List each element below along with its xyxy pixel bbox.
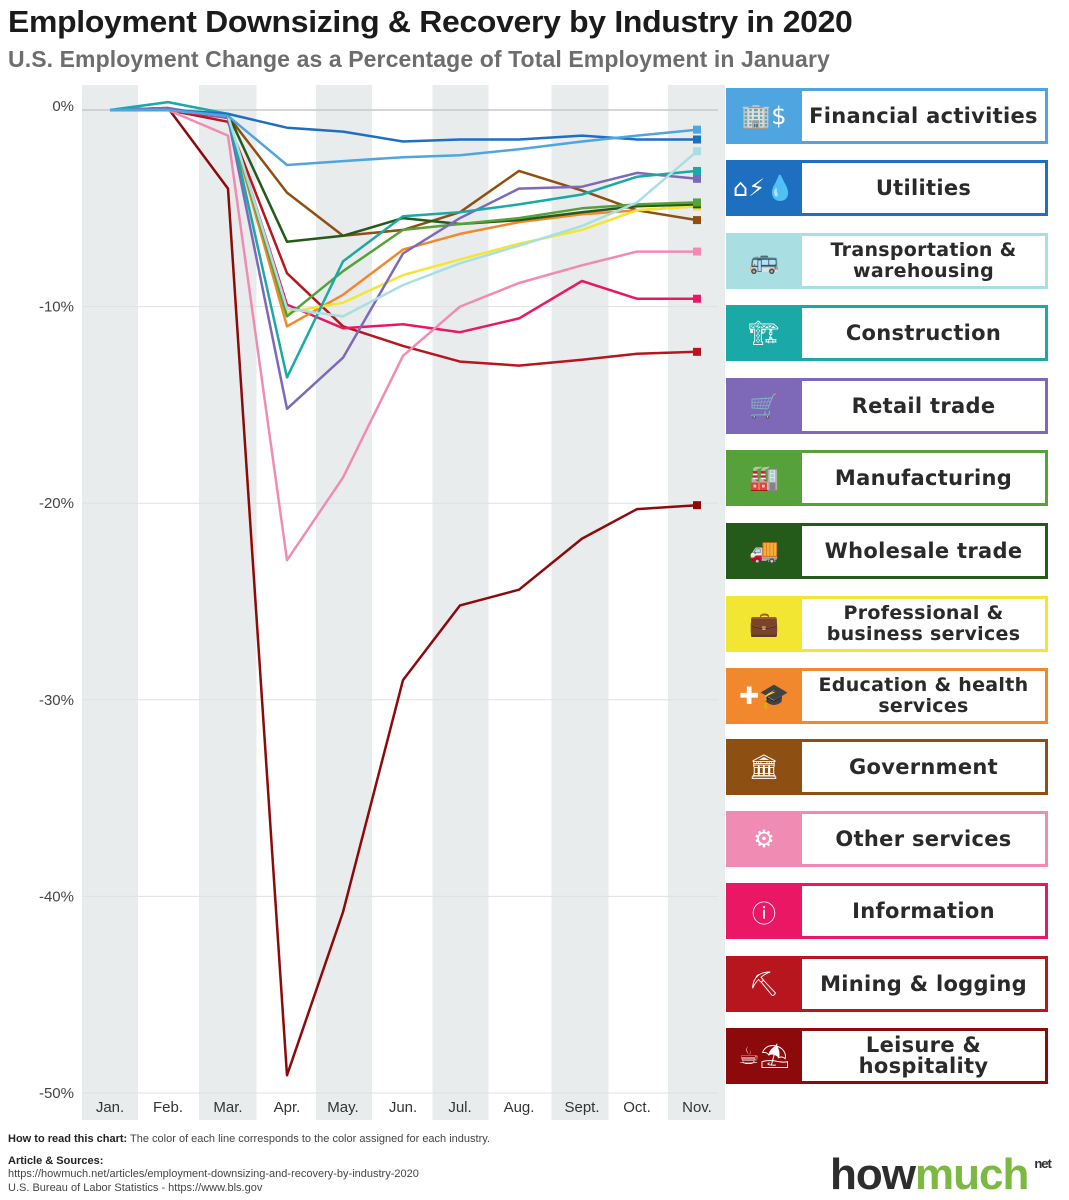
series-end-marker xyxy=(693,347,701,356)
y-tick-label: -20% xyxy=(39,495,74,512)
chart-subtitle: U.S. Employment Change as a Percentage o… xyxy=(8,46,830,72)
x-tick-label: Sept. xyxy=(564,1099,599,1116)
legend-item: ⓘ Information xyxy=(726,883,1048,939)
source-link-article[interactable]: https://howmuch.net/articles/employment-… xyxy=(8,1168,419,1180)
legend-item: ☕⛱ Leisure & hospitality xyxy=(726,1028,1048,1084)
series-end-marker xyxy=(693,135,701,144)
legend-label: Utilities xyxy=(802,163,1045,213)
series-line-construction xyxy=(109,100,698,379)
y-tick-label: -40% xyxy=(39,888,74,905)
x-tick-label: Jun. xyxy=(389,1099,417,1116)
series-end-marker xyxy=(693,198,701,207)
house-utilities-icon: ⌂⚡💧 xyxy=(733,174,795,202)
legend-label: Manufacturing xyxy=(802,453,1045,503)
x-tick-label: May. xyxy=(327,1099,358,1116)
ore-logs-icon: ⛏ xyxy=(748,970,780,998)
legend-label: Education & health services xyxy=(802,671,1045,721)
x-tick-label: Feb. xyxy=(153,1099,183,1116)
legend-item: ⌂⚡💧 Utilities xyxy=(726,160,1048,216)
howmuch-logo: howmuch net xyxy=(830,1150,1052,1199)
month-band xyxy=(668,85,725,1120)
legend-item: 🚌 Transportation & warehousing xyxy=(726,233,1048,289)
series-end-marker xyxy=(693,174,701,183)
how-to-read-note: How to read this chart: The color of eac… xyxy=(8,1133,490,1145)
x-tick-label: Oct. xyxy=(623,1099,651,1116)
legend-item: 🏛 Government xyxy=(726,739,1048,795)
delivery-truck-icon: 🚚 xyxy=(749,537,779,565)
shopping-cart-icon: 🛒 xyxy=(749,392,779,420)
legend-item: 🏭 Manufacturing xyxy=(726,450,1048,506)
series-line-mining-logging xyxy=(110,108,698,367)
coffee-beach-icon: ☕⛱ xyxy=(738,1042,790,1070)
legend-label: Retail trade xyxy=(802,381,1045,431)
legend-label: Information xyxy=(802,886,1045,936)
series-end-marker xyxy=(693,147,701,156)
series-line-other-services xyxy=(110,108,697,562)
sources-label: Article & Sources: xyxy=(8,1155,104,1167)
series-line-financial-activities xyxy=(110,108,698,167)
legend-label: Government xyxy=(802,742,1045,792)
series-line-leisure-hospitality xyxy=(109,106,698,1077)
how-to-read-label: How to read this chart: xyxy=(8,1133,128,1145)
month-band xyxy=(551,85,609,1120)
legend-item: 🛒 Retail trade xyxy=(726,378,1048,434)
y-tick-label: -50% xyxy=(39,1085,74,1102)
x-tick-label: Nov. xyxy=(682,1099,712,1116)
series-end-marker xyxy=(693,125,701,134)
info-icon: ⓘ xyxy=(752,899,776,928)
legend-item: ⛏ Mining & logging xyxy=(726,956,1048,1012)
month-band xyxy=(199,85,257,1120)
legend-label: Leisure & hospitality xyxy=(802,1031,1045,1081)
briefcase-hand-icon: 💼 xyxy=(749,610,779,638)
chart-title: Employment Downsizing & Recovery by Indu… xyxy=(8,4,853,39)
buildings-dollar-icon: 🏢$ xyxy=(741,102,787,130)
y-tick-label: -10% xyxy=(39,299,74,316)
series-end-marker xyxy=(693,166,701,175)
bus-car-icon: 🚌 xyxy=(749,247,779,275)
source-link-bls[interactable]: U.S. Bureau of Labor Statistics - https:… xyxy=(8,1182,263,1194)
legend-item: ✚🎓 Education & health services xyxy=(726,668,1048,724)
x-tick-label: Apr. xyxy=(274,1099,301,1116)
legend-item: 🏢$ Financial activities xyxy=(726,88,1048,144)
hospital-graduation-cap-icon: ✚🎓 xyxy=(739,682,789,710)
legend-label: Transportation & warehousing xyxy=(802,236,1045,286)
legend-label: Mining & logging xyxy=(802,959,1045,1009)
legend-label: Professional & business services xyxy=(802,599,1045,649)
government-building-icon: 🏛 xyxy=(748,753,780,781)
x-tick-label: Jan. xyxy=(96,1099,124,1116)
series-end-marker xyxy=(693,501,701,510)
legend-label: Wholesale trade xyxy=(802,526,1045,576)
how-to-read-text: The color of each line corresponds to th… xyxy=(127,1133,490,1145)
x-tick-label: Mar. xyxy=(213,1099,242,1116)
series-end-marker xyxy=(693,294,701,303)
y-tick-label: -30% xyxy=(39,692,74,709)
legend-item: 🚚 Wholesale trade xyxy=(726,523,1048,579)
legend-item: 🏗 Construction xyxy=(726,305,1048,361)
legend-item: 💼 Professional & business services xyxy=(726,596,1048,652)
gears-hand-icon: ⚙ xyxy=(753,825,775,853)
y-tick-label: 0% xyxy=(52,98,74,115)
legend-label: Construction xyxy=(802,308,1045,358)
factory-icon: 🏭 xyxy=(749,464,779,492)
month-band xyxy=(82,85,138,1120)
legend-label: Financial activities xyxy=(802,91,1045,141)
line-chart: 0% -10% -20% -30% -40% -50% Jan. Feb. Mar. Apr. M… xyxy=(39,85,725,1120)
x-tick-label: Aug. xyxy=(504,1099,535,1116)
series-end-marker xyxy=(693,247,701,256)
legend-item: ⚙ Other services xyxy=(726,811,1048,867)
series-end-marker xyxy=(693,216,701,225)
legend-label: Other services xyxy=(802,814,1045,864)
series-line-wholesale-trade xyxy=(110,108,698,243)
x-tick-label: Jul. xyxy=(448,1099,471,1116)
crane-building-icon: 🏗 xyxy=(748,319,780,347)
series-line-utilities xyxy=(110,108,697,143)
